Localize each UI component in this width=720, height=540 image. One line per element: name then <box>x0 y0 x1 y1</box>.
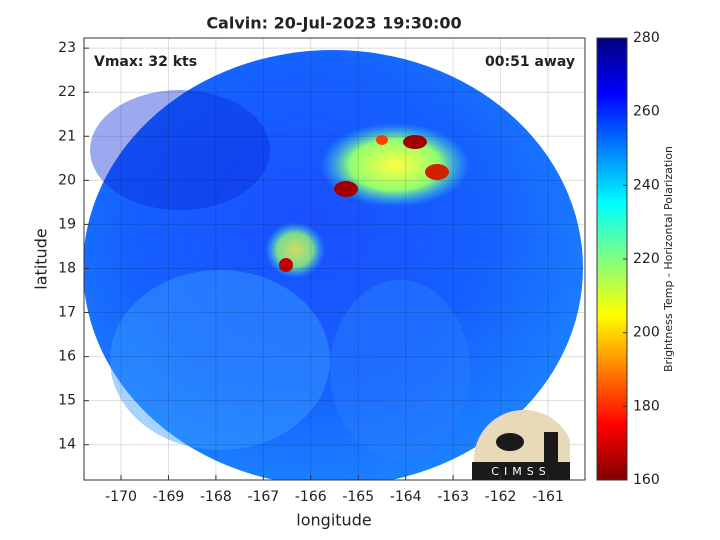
convection <box>320 123 470 207</box>
colorbar-tick-label: 240 <box>633 177 660 193</box>
satellite-image <box>84 50 583 480</box>
y-tick-label: 18 <box>58 260 76 276</box>
colorbar-tick-label: 200 <box>633 325 660 341</box>
core <box>376 135 388 145</box>
y-tick-label: 19 <box>58 216 76 232</box>
y-tick-label: 17 <box>58 305 76 321</box>
x-tick-label: -162 <box>485 489 517 505</box>
logo-text: CIMSS <box>491 465 550 478</box>
cloud-region <box>330 280 470 460</box>
colorbar-tick-label: 220 <box>633 251 660 267</box>
x-tick-label: -170 <box>105 489 137 505</box>
convection <box>265 222 325 278</box>
colorbar <box>596 37 628 481</box>
annotation: 00:51 away <box>485 54 575 70</box>
logo-tower <box>544 432 558 462</box>
logo: CIMSS <box>472 409 570 480</box>
logo-band <box>472 462 570 480</box>
chart-title: Calvin: 20-Jul-2023 19:30:00 <box>206 14 461 33</box>
x-tick-label: -167 <box>247 489 279 505</box>
plot-frame <box>83 37 586 481</box>
x-tick-label: -161 <box>532 489 564 505</box>
logo-dish <box>496 433 524 451</box>
x-tick-label: -165 <box>342 489 374 505</box>
cloud-region <box>90 90 270 210</box>
colorbar-tick-label: 160 <box>633 472 660 488</box>
core <box>279 258 293 272</box>
cloud-region <box>110 270 330 450</box>
colorbar-tick-label: 180 <box>633 398 660 414</box>
core <box>334 181 358 197</box>
colorbar-tick-label: 260 <box>633 104 660 120</box>
x-tick-label: -169 <box>153 489 185 505</box>
y-tick-label: 23 <box>58 40 76 56</box>
x-tick-label: -163 <box>437 489 469 505</box>
core <box>403 135 427 149</box>
y-tick-label: 21 <box>58 128 76 144</box>
y-axis-label: latitude <box>32 228 51 289</box>
y-tick-label: 20 <box>58 172 76 188</box>
colorbar-label: Brightness Temp - Horizontal Polarizatio… <box>662 146 675 372</box>
y-tick-label: 15 <box>58 393 76 409</box>
x-axis-label: longitude <box>296 511 371 530</box>
colorbar-tick-label: 280 <box>633 30 660 46</box>
y-tick-label: 16 <box>58 349 76 365</box>
x-tick-label: -166 <box>295 489 327 505</box>
y-tick-label: 14 <box>58 437 76 453</box>
core <box>425 164 449 180</box>
grid <box>84 38 585 480</box>
y-tick-label: 22 <box>58 84 76 100</box>
x-tick-label: -168 <box>200 489 232 505</box>
x-tick-label: -164 <box>390 489 422 505</box>
annotation: Vmax: 32 kts <box>94 54 197 70</box>
